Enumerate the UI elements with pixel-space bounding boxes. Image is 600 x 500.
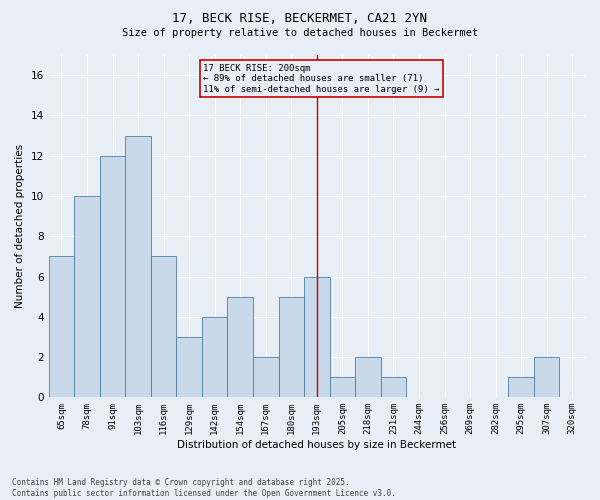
Text: 17, BECK RISE, BECKERMET, CA21 2YN: 17, BECK RISE, BECKERMET, CA21 2YN — [173, 12, 427, 26]
Bar — [508, 377, 534, 398]
Bar — [304, 276, 329, 398]
Bar — [253, 357, 278, 398]
Bar — [534, 357, 559, 398]
Text: Size of property relative to detached houses in Beckermet: Size of property relative to detached ho… — [122, 28, 478, 38]
Y-axis label: Number of detached properties: Number of detached properties — [15, 144, 25, 308]
Bar — [355, 357, 380, 398]
Bar — [380, 377, 406, 398]
Bar — [329, 377, 355, 398]
Bar — [74, 196, 100, 398]
Bar — [227, 296, 253, 398]
Bar — [176, 337, 202, 398]
X-axis label: Distribution of detached houses by size in Beckermet: Distribution of detached houses by size … — [177, 440, 457, 450]
Text: Contains HM Land Registry data © Crown copyright and database right 2025.
Contai: Contains HM Land Registry data © Crown c… — [12, 478, 396, 498]
Bar — [278, 296, 304, 398]
Bar — [125, 136, 151, 398]
Text: 17 BECK RISE: 200sqm
← 89% of detached houses are smaller (71)
11% of semi-detac: 17 BECK RISE: 200sqm ← 89% of detached h… — [203, 64, 440, 94]
Bar — [151, 256, 176, 398]
Bar — [202, 317, 227, 398]
Bar — [100, 156, 125, 398]
Bar — [49, 256, 74, 398]
